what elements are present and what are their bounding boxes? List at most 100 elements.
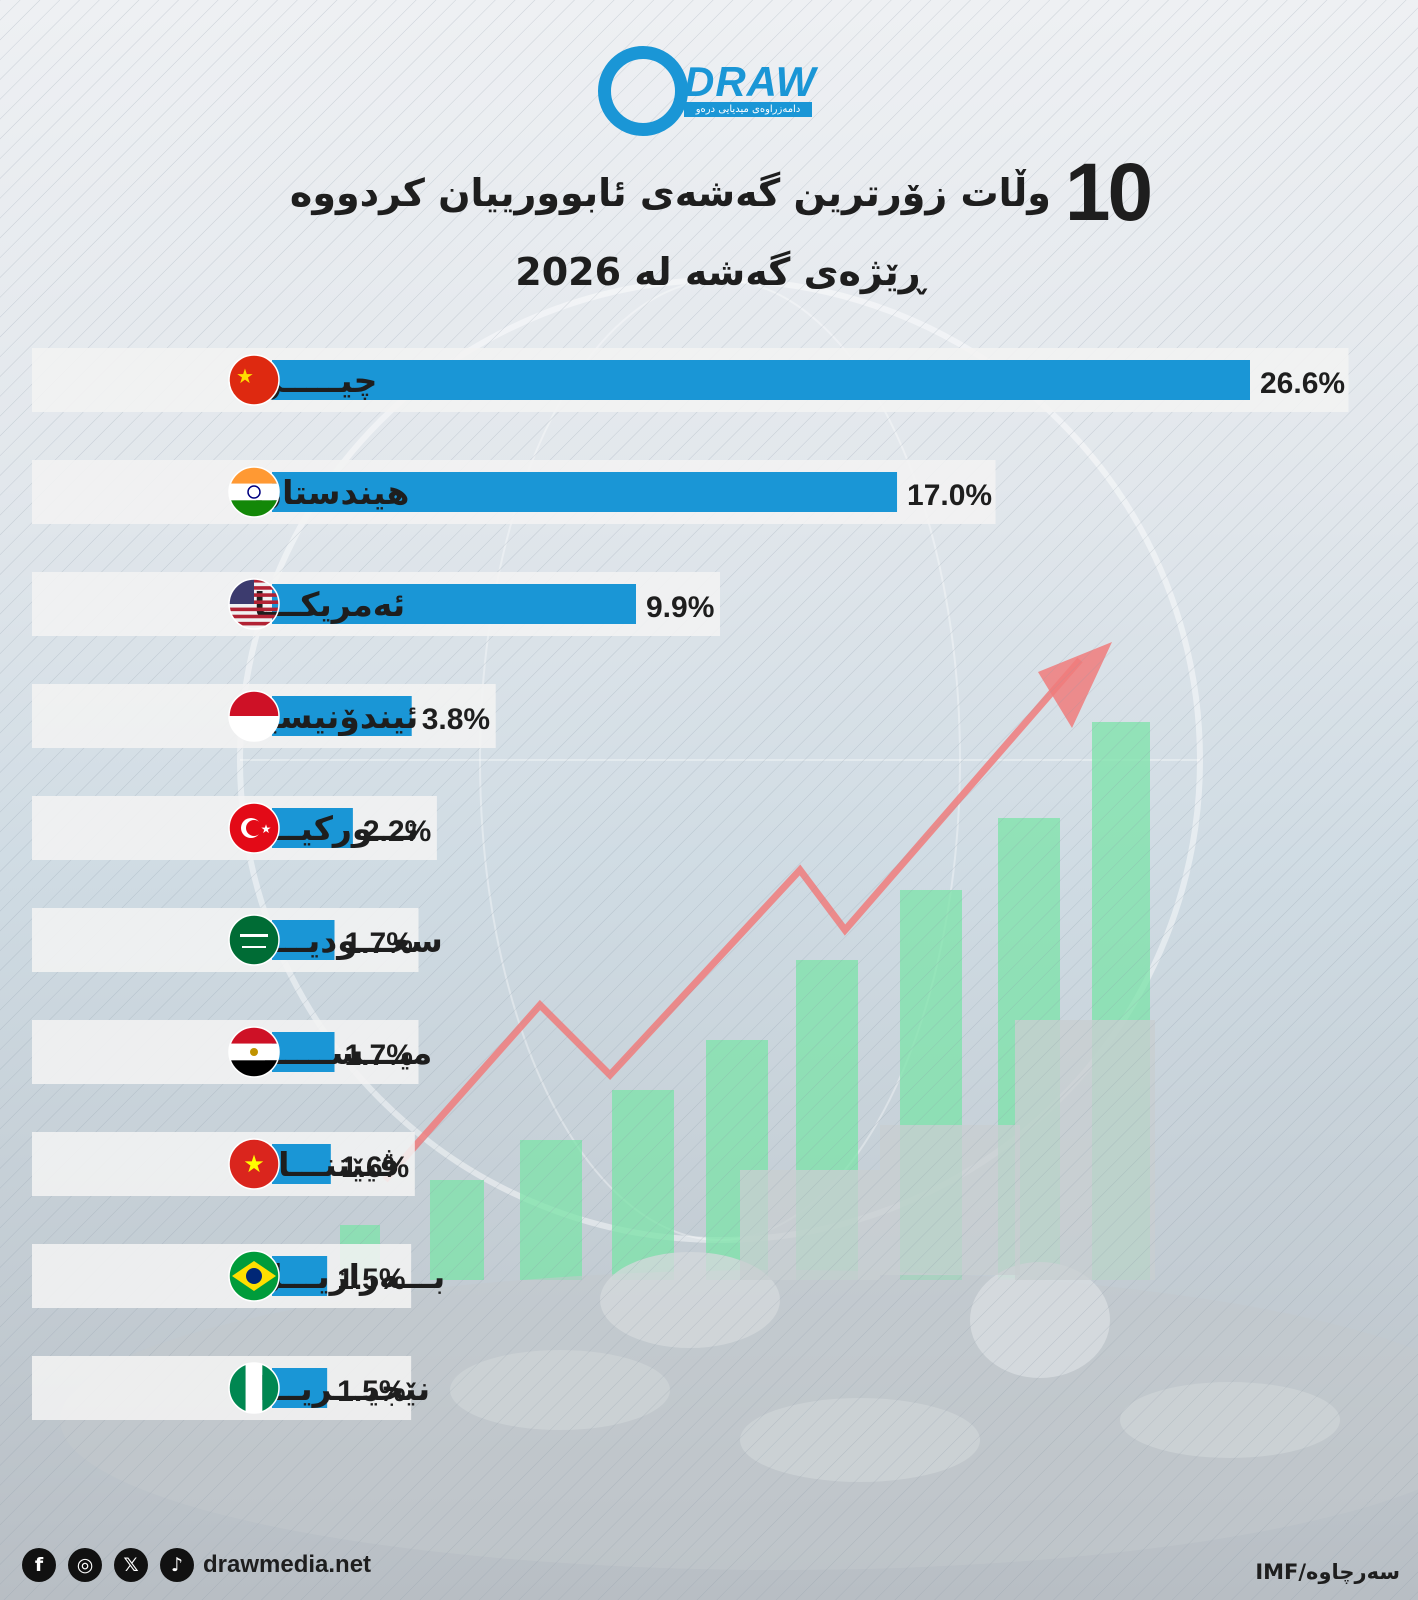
country-label: نێجیـــریـــا	[254, 1369, 430, 1409]
bar	[272, 1256, 328, 1296]
flag-star: ★	[243, 1150, 265, 1178]
flag-star: ★	[261, 822, 272, 836]
usa-flag-icon	[229, 579, 279, 626]
bar	[272, 360, 1250, 400]
flag-sword	[242, 946, 266, 948]
flag-crescent-cut	[246, 820, 262, 836]
flag-field	[229, 1139, 279, 1189]
chart-row: ئەمریکـــا 9.9%	[32, 572, 720, 636]
bar	[272, 584, 636, 624]
row-panel	[32, 1132, 415, 1196]
flag-field	[229, 355, 279, 405]
bar-value-label: 1.5%	[337, 1375, 405, 1408]
chart-title-number: 10	[1064, 147, 1153, 238]
draw-logo: DRAW دامەزراوەی میدیایی درەو	[598, 46, 830, 136]
social-links: f ◎ 𝕏 ♪	[22, 1548, 194, 1582]
instagram-icon[interactable]: ◎	[68, 1548, 102, 1582]
flag-border	[228, 690, 280, 742]
country-label: بـــەرازیـــل	[254, 1257, 445, 1296]
growth-bar-chart: چیـــــن 26.6%★هیندستان 17.0%ئەمریکـــا 9.9…	[32, 348, 1349, 1420]
flag-stripe	[229, 1363, 246, 1413]
china-flag-icon: ★	[229, 355, 279, 405]
bar-value-label: 26.6%	[1260, 367, 1345, 400]
facebook-icon[interactable]: f	[22, 1548, 56, 1582]
bar-value-label: 1.5%	[337, 1263, 405, 1296]
india-flag-icon	[229, 467, 279, 517]
flag-globe	[246, 1268, 262, 1284]
flag-border	[228, 914, 280, 966]
flag-stripe	[245, 1363, 263, 1413]
bar-value-label: 17.0%	[907, 479, 992, 512]
bar	[272, 1032, 335, 1072]
country-label: ئەمریکـــا	[254, 585, 405, 625]
flag-field	[229, 915, 279, 965]
row-panel	[32, 1356, 412, 1420]
flag-star: ★	[236, 364, 254, 388]
flag-stripe	[229, 1060, 279, 1077]
flag-border	[228, 1026, 280, 1078]
chart-row: ئیندۆنیسیا 3.8%	[32, 684, 496, 748]
flag-stripe	[229, 607, 279, 612]
flag-stripe	[229, 614, 279, 619]
flag-border	[228, 802, 280, 854]
brazil-flag-icon	[229, 1251, 279, 1301]
egypt-flag-icon	[229, 1027, 279, 1077]
saudi-arabia-flag-icon	[229, 915, 279, 965]
website-link[interactable]: drawmedia.net	[203, 1551, 372, 1578]
flag-border	[228, 578, 280, 630]
country-label: ئیندۆنیسیا	[254, 697, 418, 737]
flag-eagle	[250, 1048, 258, 1056]
logo-tagline: دامەزراوەی میدیایی درەو	[684, 102, 812, 117]
bar-value-label: 3.8%	[422, 703, 490, 736]
flag-stripe	[229, 1027, 279, 1044]
chart-row: چیـــــن 26.6%★	[32, 348, 1349, 412]
country-label: تـــورکیـــا	[254, 809, 419, 849]
country-label: میـــســـــر	[252, 1033, 432, 1073]
flag-border	[228, 1138, 280, 1190]
row-panel	[32, 908, 419, 972]
logo-ring-mark	[598, 46, 688, 136]
flag-stripe	[229, 500, 279, 517]
vietnam-flag-icon: ★	[229, 1139, 279, 1189]
row-panel	[32, 1020, 419, 1084]
chart-row: هیندستان 17.0%	[32, 460, 996, 524]
flag-stripe	[229, 467, 279, 484]
flag-chakra	[247, 485, 261, 499]
tiktok-icon[interactable]: ♪	[160, 1548, 194, 1582]
bar	[272, 1144, 331, 1184]
flag-script	[240, 934, 268, 937]
chart-subtitle: ڕێژەی گەشە لە 2026	[515, 250, 925, 294]
flag-border	[228, 354, 280, 406]
country-label: هیندستان	[254, 473, 409, 512]
bar	[272, 920, 335, 960]
bar-value-label: 1.6%	[341, 1151, 409, 1184]
flag-stripe	[229, 621, 279, 626]
flag-stripe	[262, 1363, 279, 1413]
bar	[272, 472, 898, 512]
bar	[272, 696, 412, 736]
logo-wordmark: DRAW	[684, 58, 817, 105]
source-note: سەرچاوە/IMF	[1255, 1560, 1400, 1584]
chart-title: وڵات زۆرترین گەشەی ئابوورییان کردووە	[289, 171, 1051, 215]
country-label: سعـــودیـــە	[254, 921, 443, 961]
x-icon[interactable]: 𝕏	[114, 1548, 148, 1582]
flag-border	[228, 1362, 280, 1414]
turkey-flag-icon: ★	[229, 803, 279, 853]
bar	[272, 808, 353, 848]
bar-value-label: 1.7%	[345, 1039, 413, 1072]
flag-border	[228, 1250, 280, 1302]
bar	[272, 1368, 328, 1408]
bar-value-label: 2.2%	[363, 815, 431, 848]
row-panel	[32, 1244, 412, 1308]
bar-value-label: 9.9%	[646, 591, 714, 624]
bar-value-label: 1.7%	[345, 927, 413, 960]
title-row: وڵات زۆرترین گەشەی ئابوورییان کردووە 10	[280, 147, 1160, 238]
flag-stripe	[229, 483, 279, 501]
nigeria-flag-icon	[229, 1363, 279, 1413]
